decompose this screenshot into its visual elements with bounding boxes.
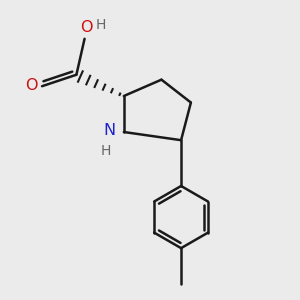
Text: H: H: [100, 144, 111, 158]
Text: O: O: [25, 78, 37, 93]
Text: O: O: [80, 20, 92, 35]
Text: N: N: [103, 123, 116, 138]
Text: H: H: [96, 18, 106, 32]
